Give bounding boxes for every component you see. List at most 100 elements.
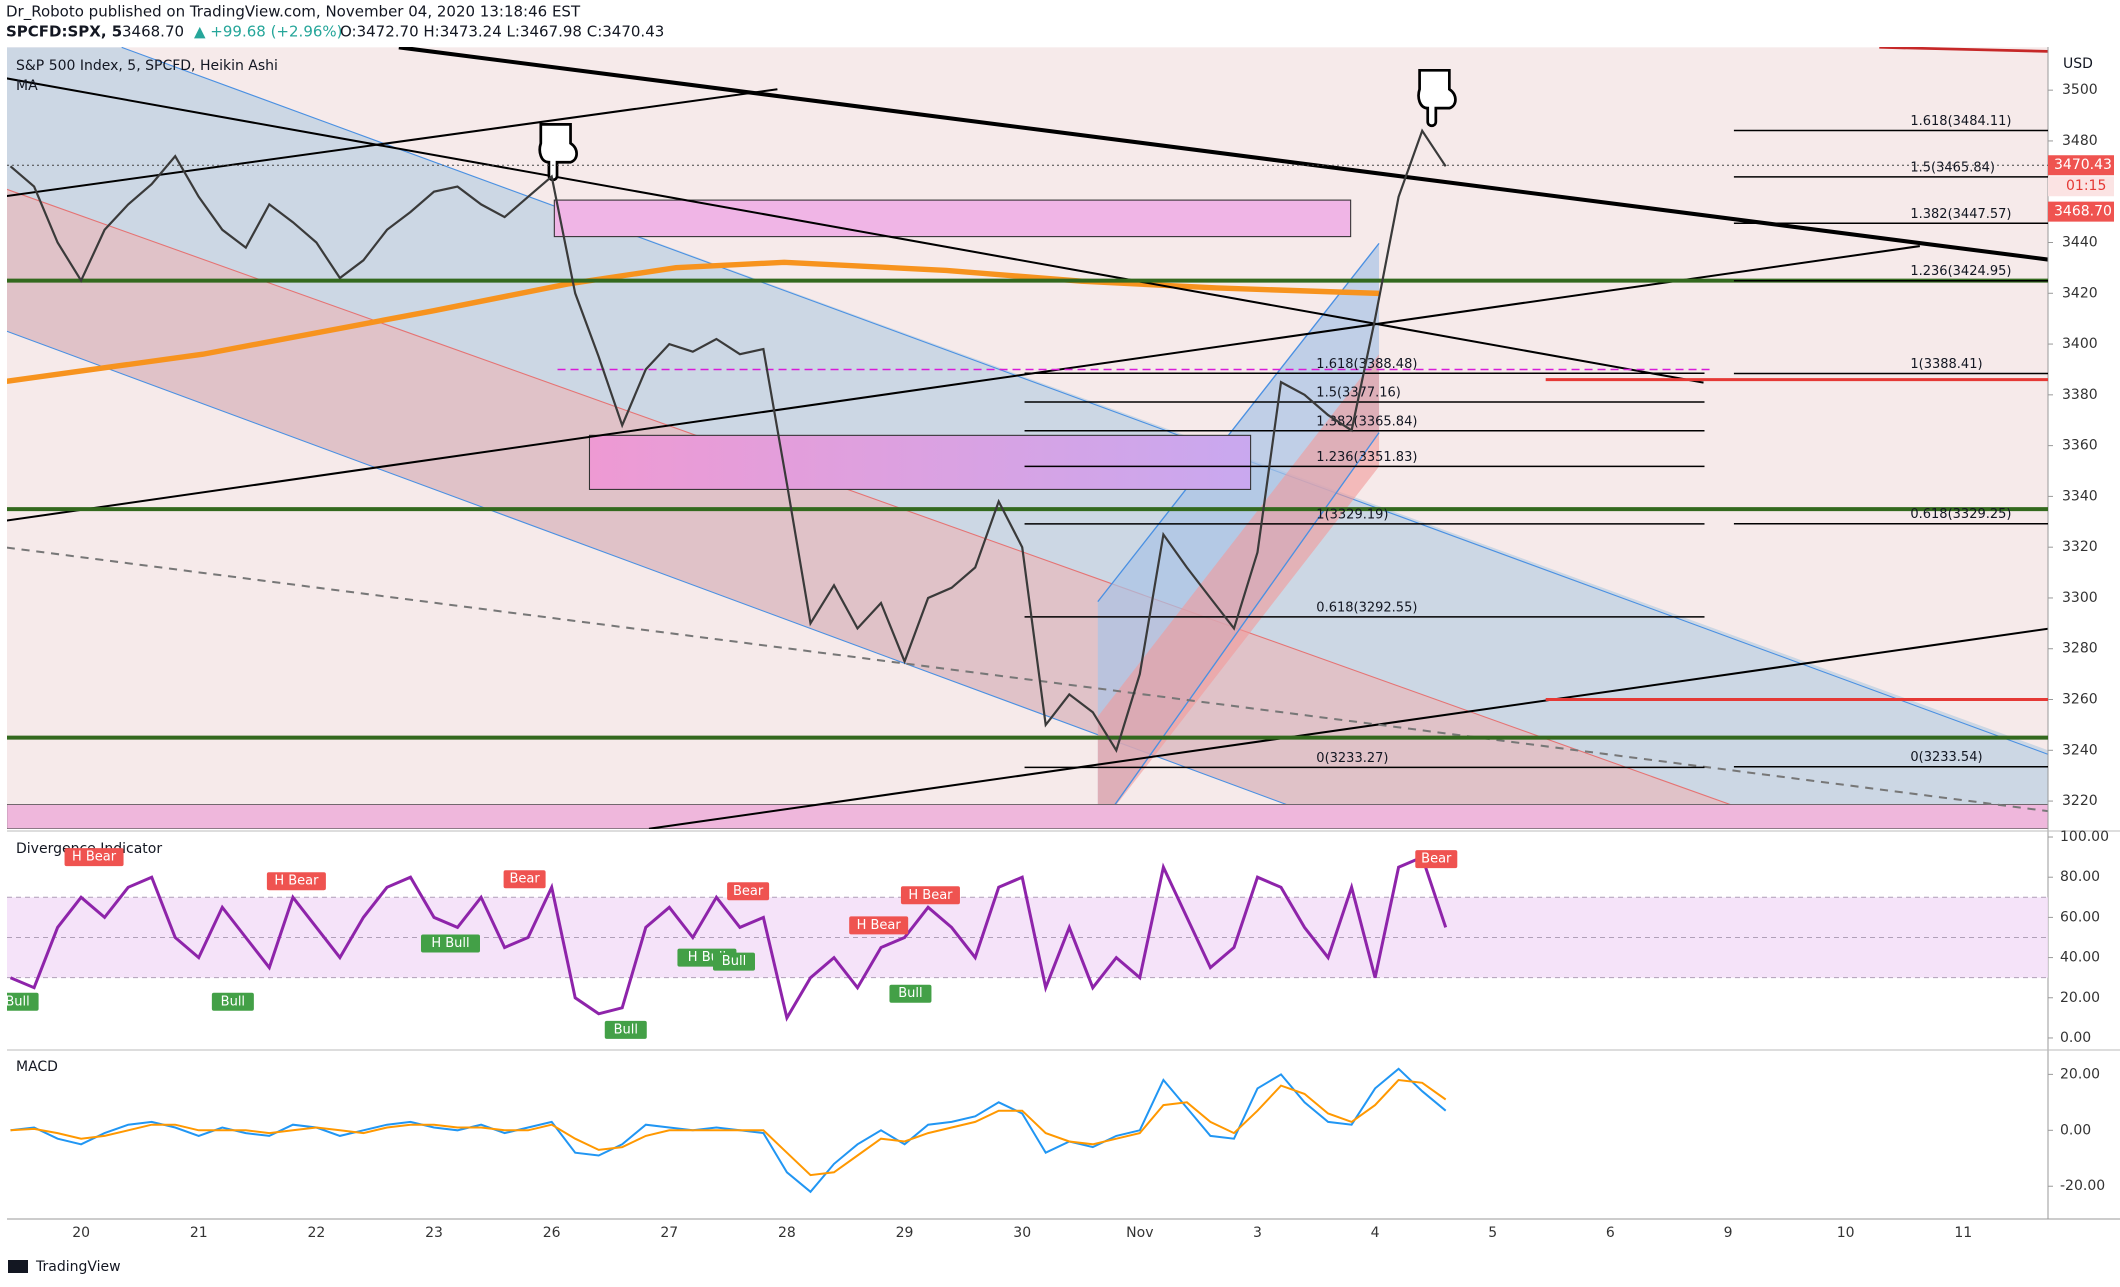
ohlc: O:3472.70 H:3473.24 L:3467.98 C:3470.43 (340, 23, 664, 41)
fib-label: 0(3233.27) (1316, 751, 1388, 766)
x-tick-label: 22 (307, 1225, 325, 1241)
countdown-bg (2048, 176, 2114, 197)
trend-line (7, 77, 1704, 384)
hand-icon (538, 68, 1457, 182)
x-tick-label: 29 (896, 1225, 914, 1241)
pane-title: MACD (16, 1059, 58, 1075)
divergence-tag (604, 1020, 647, 1039)
fib-label: 1.618(3388.48) (1316, 357, 1417, 372)
y-tick-label: 3400 (2062, 336, 2098, 352)
y-tick-label: 0.00 (2060, 1122, 2091, 1138)
drawings (7, 47, 2048, 829)
divergence-label: H Bear (274, 874, 319, 889)
legend-study: MA (16, 78, 38, 94)
fib-label: 1.236(3351.83) (1316, 450, 1417, 465)
rsi-pane: H Bear H Bear Bear Bear H Bear H Bear Bear Bull… (5, 848, 2048, 1039)
price-tag-label: 3468.70 (2054, 204, 2112, 220)
divergence-label: Bear (733, 884, 764, 899)
price-tag (2048, 201, 2114, 222)
y-tick-label: 20.00 (2060, 1066, 2100, 1082)
x-tick-label: 4 (1371, 1225, 1380, 1241)
divergence-tag (7, 992, 39, 1011)
y-tick-label: 3320 (2062, 539, 2098, 555)
divergence-tag (1415, 850, 1458, 869)
fib-label: 1.382(3447.57) (1910, 207, 2011, 222)
trend-line (7, 245, 1920, 522)
symbol: SPCFD:SPX, 5 (6, 23, 122, 41)
x-tick-label: 9 (1724, 1225, 1733, 1241)
macd-pane (10, 1067, 1447, 1194)
channel-line (1097, 432, 1380, 829)
price-tag (2048, 155, 2114, 176)
divergence-label: Bull (221, 994, 245, 1009)
divergence-label: Bull (898, 986, 922, 1001)
fib-label: 0.618(3329.25) (1910, 507, 2011, 522)
y-tick-label: -20.00 (2060, 1178, 2105, 1194)
currency: USD (2063, 56, 2093, 72)
divergence-tag (420, 934, 480, 953)
y-tick-label: 0.00 (2060, 1030, 2091, 1046)
y-tick-label: 40.00 (2060, 950, 2100, 966)
fib-label: 1.5(3465.84) (1910, 160, 1995, 175)
trend-line (398, 47, 2048, 262)
legend-title: S&P 500 Index, 5, SPCFD, Heikin Ashi (16, 58, 278, 74)
divergence-tag (900, 886, 960, 905)
divergence-label: H Bull (431, 936, 469, 951)
fib-label: 1.618(3484.11) (1910, 114, 2011, 129)
divergence-label: H Bear (857, 918, 902, 933)
x-tick-label: 20 (72, 1225, 90, 1241)
main-overlay: 1.618(3388.48)1.5(3377.16)1.382(3365.84)… (7, 114, 2048, 769)
fib-label: 1.382(3365.84) (1316, 414, 1417, 429)
channel-line (1097, 242, 1380, 603)
divergence-label: H Bear (908, 888, 953, 903)
fib-label: 1.236(3424.95) (1910, 264, 2011, 279)
y-tick-label: 3300 (2062, 590, 2098, 606)
fib-label: 1(3329.19) (1316, 507, 1388, 522)
zone-box (588, 434, 1252, 490)
footer-brand: TradingView (35, 1259, 121, 1275)
divergence-label: H Bear (72, 850, 117, 865)
fib-label: 0(3233.54) (1910, 750, 1982, 765)
divergence-label: Bull (5, 994, 29, 1009)
divergence-label: Bear (509, 872, 540, 887)
y-tick-label: 3280 (2062, 641, 2098, 657)
last-price: 3468.70 (122, 23, 184, 41)
y-tick-label: 3340 (2062, 488, 2098, 504)
trend-line (1879, 47, 2048, 53)
macd-line (10, 1078, 1447, 1177)
divergence-tag (712, 952, 755, 971)
zone-box (553, 199, 1352, 238)
x-tick-label: 21 (190, 1225, 208, 1241)
publisher: Dr_Roboto published on TradingView.com, … (6, 3, 581, 22)
y-tick-label: 3420 (2062, 285, 2098, 301)
x-tick-label: 27 (660, 1225, 678, 1241)
fib-label: 0.618(3292.55) (1316, 600, 1417, 615)
divergence-tag (211, 992, 254, 1011)
divergence-tag (849, 916, 909, 935)
trend-line (7, 88, 778, 198)
x-tick-label: 11 (1954, 1225, 1972, 1241)
divergence-tag (727, 882, 770, 901)
logo (8, 1260, 28, 1273)
zone-box (7, 804, 2048, 829)
rising-channel-inner (1097, 354, 1380, 829)
x-tick-label: 26 (543, 1225, 561, 1241)
trend-line (7, 546, 2048, 813)
divergence-tag (266, 872, 326, 891)
change: ▲ +99.68 (+2.96%) (194, 23, 343, 41)
x-tick-label: 5 (1488, 1225, 1497, 1241)
divergence-label: Bull (722, 954, 746, 969)
divergence-label: Bear (1421, 852, 1452, 867)
countdown: 01:15 (2066, 178, 2106, 194)
y-tick-label: 3500 (2062, 82, 2098, 98)
x-tick-label: 23 (425, 1225, 443, 1241)
y-tick-label: 80.00 (2060, 869, 2100, 885)
x-tick-label: 3 (1253, 1225, 1262, 1241)
y-tick-label: 100.00 (2060, 829, 2109, 845)
divergence-tag (889, 984, 932, 1003)
x-tick-label: 6 (1606, 1225, 1615, 1241)
divergence-tag (503, 870, 546, 889)
x-tick-label: 28 (778, 1225, 796, 1241)
